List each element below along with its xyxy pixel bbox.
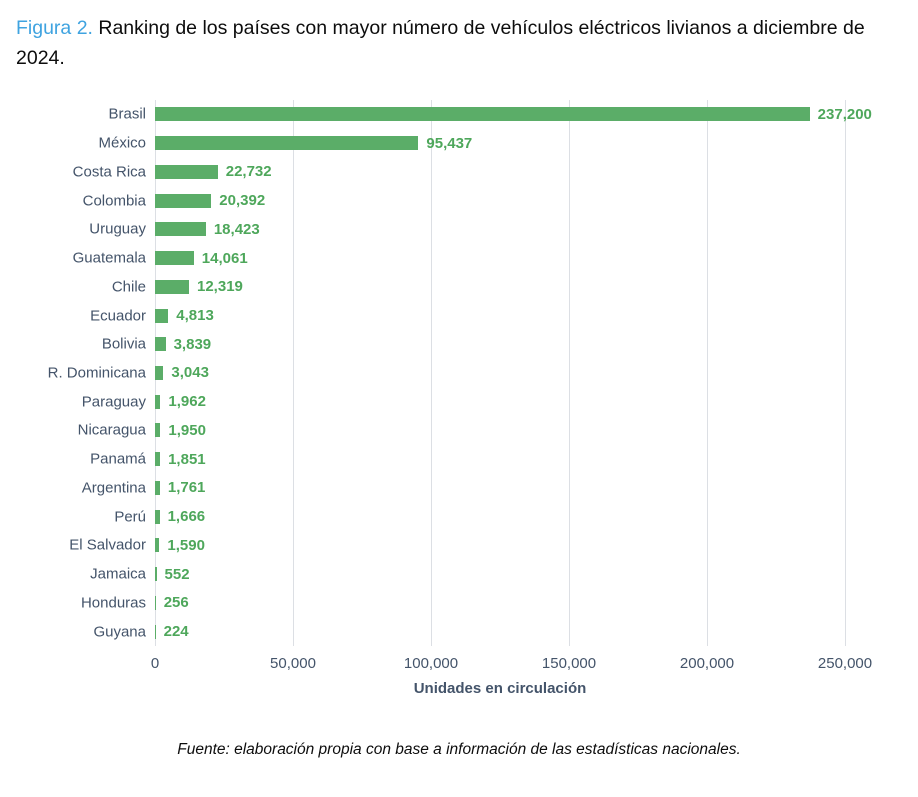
value-label: 1,761 xyxy=(167,479,206,497)
bar xyxy=(155,365,164,380)
bar xyxy=(155,279,189,294)
category-label: México xyxy=(98,134,146,152)
category-label: Guatemala xyxy=(72,249,146,267)
gridline xyxy=(293,100,294,646)
value-label: 1,590 xyxy=(167,536,205,554)
bar xyxy=(155,251,194,266)
category-label: Jamaica xyxy=(90,565,146,583)
bar xyxy=(155,394,161,409)
x-axis-tick: 250,000 xyxy=(817,655,873,672)
gridline xyxy=(845,100,846,646)
value-label: 1,962 xyxy=(168,393,206,411)
chart-row: Colombia 20,392 xyxy=(83,186,845,215)
plot-area: Brasil 237,200 México 95,437 Costa Rica 22,73… xyxy=(48,100,872,646)
bar xyxy=(155,595,156,610)
chart-rows: Brasil 237,200 México 95,437 Costa Rica 22,73… xyxy=(48,100,872,646)
bar-chart: Brasil 237,200 México 95,437 Costa Rica 22,73… xyxy=(0,100,918,697)
category-label: Ecuador xyxy=(90,307,146,324)
x-axis-label: Unidades en circulación xyxy=(413,680,587,697)
value-label: 256 xyxy=(163,594,189,612)
value-label: 1,851 xyxy=(168,450,206,468)
chart-row: Perú 1,666 xyxy=(114,502,845,531)
figure-title-text: Ranking de los países con mayor número d… xyxy=(16,17,865,69)
bar xyxy=(155,222,206,237)
category-label: Chile xyxy=(111,278,146,296)
value-label: 22,732 xyxy=(225,163,272,181)
bar xyxy=(155,308,169,323)
x-axis-tick: 200,000 xyxy=(679,655,735,672)
category-label: Costa Rica xyxy=(72,163,146,181)
source-note: Fuente: elaboración propia con base a in… xyxy=(177,741,741,758)
bar xyxy=(155,164,218,179)
bar xyxy=(155,423,161,438)
figure-title: Figura 2. Ranking de los países con mayo… xyxy=(16,13,902,73)
bar xyxy=(155,509,160,524)
chart-row: Bolivia 3,839 xyxy=(102,330,845,359)
category-label: Argentina xyxy=(81,479,146,497)
category-label: R. Dominicana xyxy=(47,364,146,382)
chart-row: Costa Rica 22,732 xyxy=(73,157,845,186)
x-axis-tick: 100,000 xyxy=(403,655,459,672)
value-label: 1,950 xyxy=(168,421,206,439)
category-label: Nicaragua xyxy=(77,421,146,439)
bar xyxy=(155,136,419,151)
gridline xyxy=(431,100,432,646)
category-label: Paraguay xyxy=(81,393,146,411)
value-label: 12,319 xyxy=(197,278,243,296)
chart-row: Chile 12,319 xyxy=(112,272,845,301)
value-label: 18,423 xyxy=(213,220,260,238)
category-label: Brasil xyxy=(108,105,146,123)
chart-row: México 95,437 xyxy=(98,129,845,158)
chart-row: El Salvador 1,590 xyxy=(69,531,845,560)
page: Figura 2. Ranking de los países con mayo… xyxy=(0,13,918,759)
chart-row: Jamaica 552 xyxy=(90,560,845,589)
x-axis-tick: 150,000 xyxy=(541,655,597,672)
x-axis-tick: 50,000 xyxy=(270,655,316,672)
x-axis: 0 50,000 100,000 150,000 200,000 250,000 xyxy=(151,655,872,674)
value-label: 3,043 xyxy=(171,364,209,382)
value-label: 14,061 xyxy=(201,249,248,267)
bar xyxy=(155,337,166,352)
bar xyxy=(155,193,212,208)
chart-row: Guatemala 14,061 xyxy=(73,244,845,273)
chart-row: Honduras 256 xyxy=(81,588,845,617)
value-label: 552 xyxy=(164,565,190,583)
gridline xyxy=(569,100,570,646)
chart-row: Guyana 224 xyxy=(93,617,845,646)
chart-row: R. Dominicana 3,043 xyxy=(48,359,845,388)
category-label: Bolivia xyxy=(101,335,146,353)
figure-label: Figura 2. xyxy=(16,17,93,39)
chart-row: Ecuador 4,813 xyxy=(90,301,845,330)
x-axis-tick: 0 xyxy=(150,655,160,672)
bar xyxy=(155,567,157,582)
chart-row: Nicaragua 1,950 xyxy=(78,416,845,445)
chart-row: Argentina 1,761 xyxy=(82,474,845,503)
value-label: 95,437 xyxy=(426,134,473,152)
category-label: Guyana xyxy=(93,623,146,641)
category-label: Panamá xyxy=(90,450,146,468)
category-label: Colombia xyxy=(82,192,146,210)
category-label: El Salvador xyxy=(69,536,146,554)
bar xyxy=(155,538,160,553)
bar xyxy=(155,480,160,495)
chart-row: Paraguay 1,962 xyxy=(82,387,845,416)
value-label: 237,200 xyxy=(817,105,872,123)
gridline xyxy=(707,100,708,646)
value-label: 20,392 xyxy=(219,192,266,210)
category-label: Honduras xyxy=(80,594,146,612)
bar xyxy=(155,107,810,122)
chart-row: Panamá 1,851 xyxy=(90,445,845,474)
value-label: 224 xyxy=(163,623,189,641)
value-label: 1,666 xyxy=(167,508,206,526)
chart-row: Uruguay 18,423 xyxy=(89,215,845,244)
category-label: Uruguay xyxy=(89,220,146,238)
bar xyxy=(155,624,156,639)
value-label: 4,813 xyxy=(176,307,214,324)
category-label: Perú xyxy=(114,508,146,526)
chart-row: Brasil 237,200 xyxy=(108,100,871,129)
bar xyxy=(155,452,161,467)
value-label: 3,839 xyxy=(173,335,212,353)
